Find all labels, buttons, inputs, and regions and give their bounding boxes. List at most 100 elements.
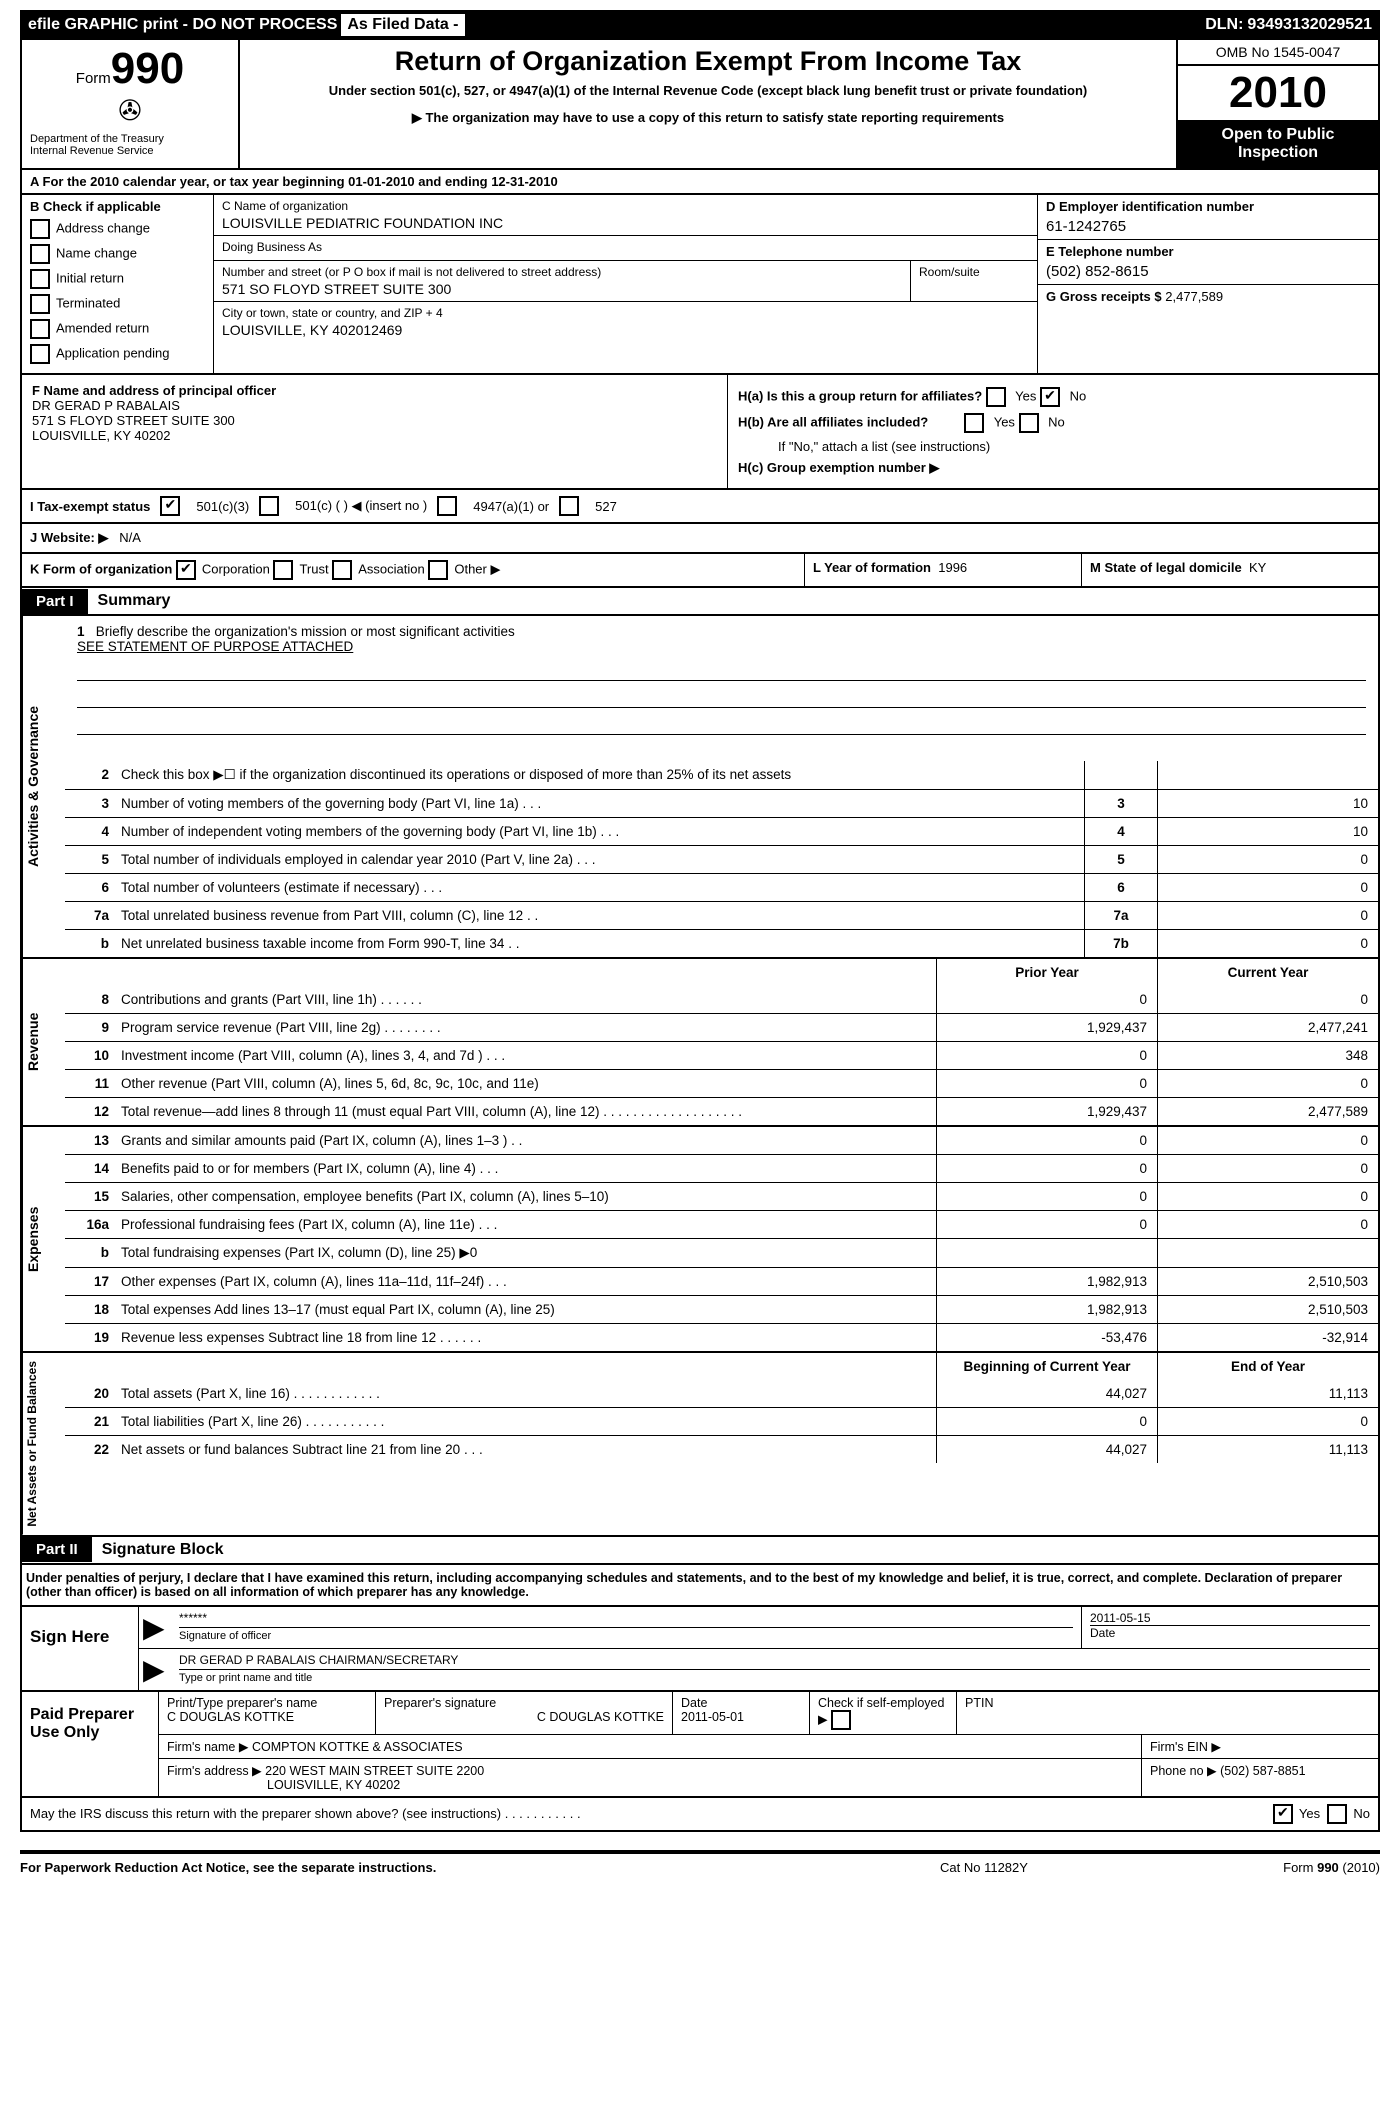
m-label: M State of legal domicile [1090, 560, 1242, 575]
discuss-no: No [1353, 1806, 1370, 1821]
footer-cat: Cat No 11282Y [940, 1860, 1200, 1875]
prep-name-value: C DOUGLAS KOTTKE [167, 1710, 367, 1724]
current-year-value: 2,510,503 [1157, 1296, 1378, 1323]
line-number: 3 [65, 790, 115, 817]
line-text: Program service revenue (Part VIII, line… [115, 1014, 936, 1041]
line-ref: 7b [1084, 930, 1157, 957]
hb-no-checkbox[interactable] [1019, 413, 1039, 433]
current-year-value: 11,113 [1157, 1380, 1378, 1407]
col-d-info: D Employer identification number 61-1242… [1037, 195, 1378, 373]
chk-address-change[interactable]: Address change [30, 219, 205, 239]
current-year-value: 0 [1157, 1127, 1378, 1154]
current-year-value: 0 [1157, 1211, 1378, 1238]
l-label: L Year of formation [813, 560, 931, 575]
chk-terminated[interactable]: Terminated [30, 294, 205, 314]
row-k-org-form: K Form of organization Corporation Trust… [20, 554, 1380, 588]
hc-label: H(c) Group exemption number ▶ [738, 460, 939, 475]
discuss-yes: Yes [1299, 1806, 1320, 1821]
summary-line: 9Program service revenue (Part VIII, lin… [65, 1013, 1378, 1041]
discuss-row: May the IRS discuss this return with the… [20, 1798, 1380, 1832]
discuss-no-checkbox[interactable] [1327, 1804, 1347, 1824]
prior-year-value: 0 [936, 1127, 1157, 1154]
part2-title: Signature Block [92, 1537, 234, 1563]
prior-year-value: -53,476 [936, 1324, 1157, 1351]
sign-here-block: Sign Here ▶ ****** Signature of officer … [20, 1607, 1380, 1692]
chk-trust[interactable] [273, 560, 293, 580]
line-text: Net unrelated business taxable income fr… [115, 930, 1084, 957]
current-year-value: 11,113 [1157, 1436, 1378, 1463]
chk-self-employed[interactable] [831, 1710, 851, 1730]
chk-amended[interactable]: Amended return [30, 319, 205, 339]
current-year-value: 2,510,503 [1157, 1268, 1378, 1295]
line-number: 6 [65, 874, 115, 901]
officer-sig-label: Signature of officer [179, 1630, 1073, 1642]
officer-signature: ****** [179, 1611, 1073, 1628]
line-text: Total assets (Part X, line 16) . . . . .… [115, 1380, 936, 1407]
section-fh: F Name and address of principal officer … [20, 375, 1380, 490]
prior-year-value: 44,027 [936, 1436, 1157, 1463]
vert-expenses: Expenses [22, 1127, 65, 1351]
dept-label: Department of the Treasury [30, 133, 230, 145]
col-b-label: B Check if applicable [30, 199, 205, 214]
chk-527[interactable] [559, 496, 579, 516]
part2-badge: Part II [22, 1537, 92, 1562]
summary-line: 18Total expenses Add lines 13–17 (must e… [65, 1295, 1378, 1323]
summary-line: 12Total revenue—add lines 8 through 11 (… [65, 1097, 1378, 1125]
line-number: 19 [65, 1324, 115, 1351]
blank-line [77, 664, 1366, 681]
row-j-website: J Website: ▶ N/A [20, 524, 1380, 554]
header-mid: Return of Organization Exempt From Incom… [240, 40, 1176, 168]
line-number: 5 [65, 846, 115, 873]
sign-date-label: Date [1090, 1626, 1370, 1640]
line-text: Contributions and grants (Part VIII, lin… [115, 986, 936, 1013]
firm-addr2: LOUISVILLE, KY 40202 [167, 1778, 1133, 1792]
i-label: I Tax-exempt status [30, 499, 150, 514]
line-ref [1084, 761, 1157, 789]
col-b-checkboxes: B Check if applicable Address change Nam… [22, 195, 214, 373]
line-text: Other revenue (Part VIII, column (A), li… [115, 1070, 936, 1097]
summary-line: 7aTotal unrelated business revenue from … [65, 901, 1378, 929]
current-year-value: 2,477,589 [1157, 1098, 1378, 1125]
current-year-value: 348 [1157, 1042, 1378, 1069]
line-number: 18 [65, 1296, 115, 1323]
chk-initial-return[interactable]: Initial return [30, 269, 205, 289]
form-subtitle: Under section 501(c), 527, or 4947(a)(1)… [250, 83, 1166, 98]
current-year-value: -32,914 [1157, 1324, 1378, 1351]
chk-other[interactable] [428, 560, 448, 580]
line-number: 8 [65, 986, 115, 1013]
chk-4947[interactable] [437, 496, 457, 516]
line-text: Total expenses Add lines 13–17 (must equ… [115, 1296, 936, 1323]
line-text: Total number of individuals employed in … [115, 846, 1084, 873]
summary-line: 14Benefits paid to or for members (Part … [65, 1154, 1378, 1182]
chk-assoc[interactable] [332, 560, 352, 580]
line-text: Total number of volunteers (estimate if … [115, 874, 1084, 901]
gross-value: 2,477,589 [1165, 289, 1223, 304]
netassets-section: Net Assets or Fund Balances Beginning of… [22, 1351, 1378, 1535]
line-number: 20 [65, 1380, 115, 1407]
firm-phone-value: (502) 587-8851 [1220, 1764, 1305, 1778]
paid-preparer-block: Paid Preparer Use Only Print/Type prepar… [20, 1692, 1380, 1798]
chk-501c3[interactable] [160, 496, 180, 516]
ha-no-checkbox[interactable] [1040, 387, 1060, 407]
chk-corp[interactable] [176, 560, 196, 580]
line-number: 21 [65, 1408, 115, 1435]
j-label: J Website: ▶ [30, 530, 108, 545]
chk-501c[interactable] [259, 496, 279, 516]
discuss-yes-checkbox[interactable] [1273, 1804, 1293, 1824]
part1-badge: Part I [22, 589, 88, 614]
line-number: 9 [65, 1014, 115, 1041]
vert-netassets: Net Assets or Fund Balances [22, 1353, 65, 1535]
summary-line: 4Number of independent voting members of… [65, 817, 1378, 845]
chk-app-pending[interactable]: Application pending [30, 344, 205, 364]
hb-yes-checkbox[interactable] [964, 413, 984, 433]
prior-year-value: 0 [936, 1155, 1157, 1182]
officer-name: DR GERAD P RABALAIS [32, 398, 717, 413]
summary-line: 8Contributions and grants (Part VIII, li… [65, 986, 1378, 1013]
chk-name-change[interactable]: Name change [30, 244, 205, 264]
ha-yes-checkbox[interactable] [986, 387, 1006, 407]
line-text: Net assets or fund balances Subtract lin… [115, 1436, 936, 1463]
end-year-hdr: End of Year [1157, 1353, 1378, 1380]
line-text: Revenue less expenses Subtract line 18 f… [115, 1324, 936, 1351]
mission-num: 1 [77, 624, 85, 639]
line-number: 10 [65, 1042, 115, 1069]
